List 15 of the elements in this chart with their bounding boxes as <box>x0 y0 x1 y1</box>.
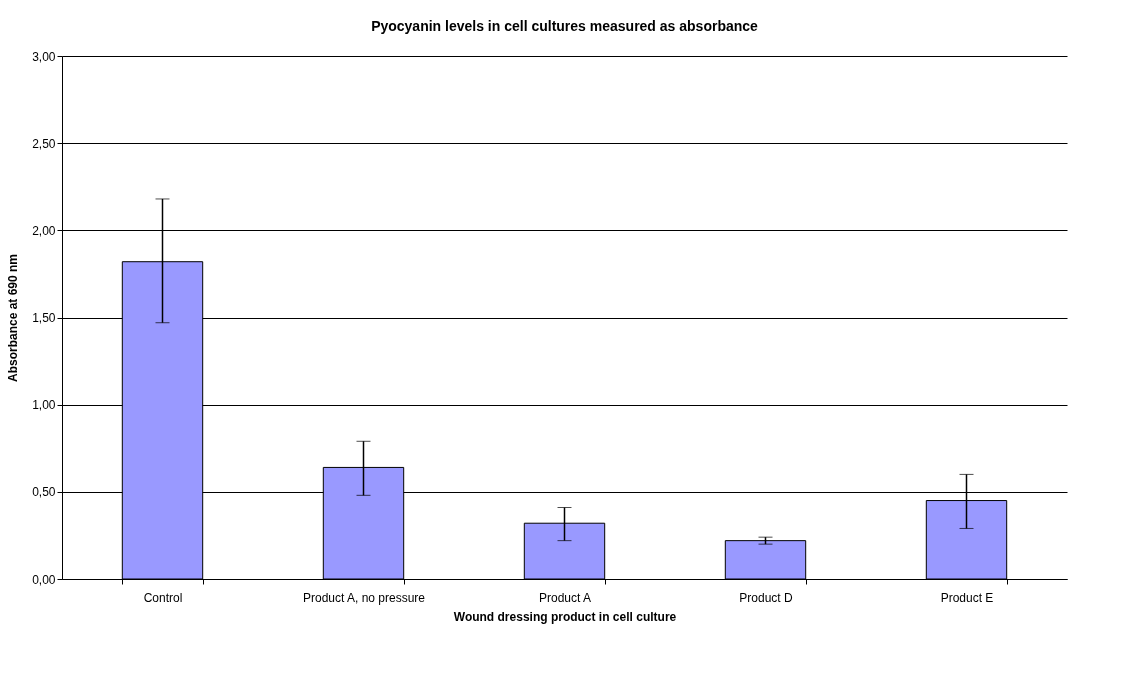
y-tick-label: 2,00 <box>32 223 56 238</box>
y-tick-label: 0,50 <box>32 485 56 500</box>
x-tick-label: Product D <box>739 590 794 605</box>
y-axis-title: Absorbance at 690 nm <box>6 253 21 383</box>
y-tick-label: 2,50 <box>32 136 56 151</box>
x-tick-label: Control <box>143 590 183 605</box>
chart-title: Pyocyanin levels in cell cultures measured as absorbance <box>371 18 759 34</box>
x-tick-label: Product A <box>538 590 592 605</box>
x-tick-label: Product E <box>940 590 994 605</box>
y-tick-label: 1,00 <box>32 398 56 413</box>
y-tick-label: 0,00 <box>32 572 56 587</box>
x-tick-label: Product A, no pressure <box>302 590 426 605</box>
y-tick-label: 3,00 <box>32 49 56 64</box>
x-axis-title: Wound dressing product in cell culture <box>453 609 677 624</box>
y-tick-label: 1,50 <box>32 311 56 325</box>
